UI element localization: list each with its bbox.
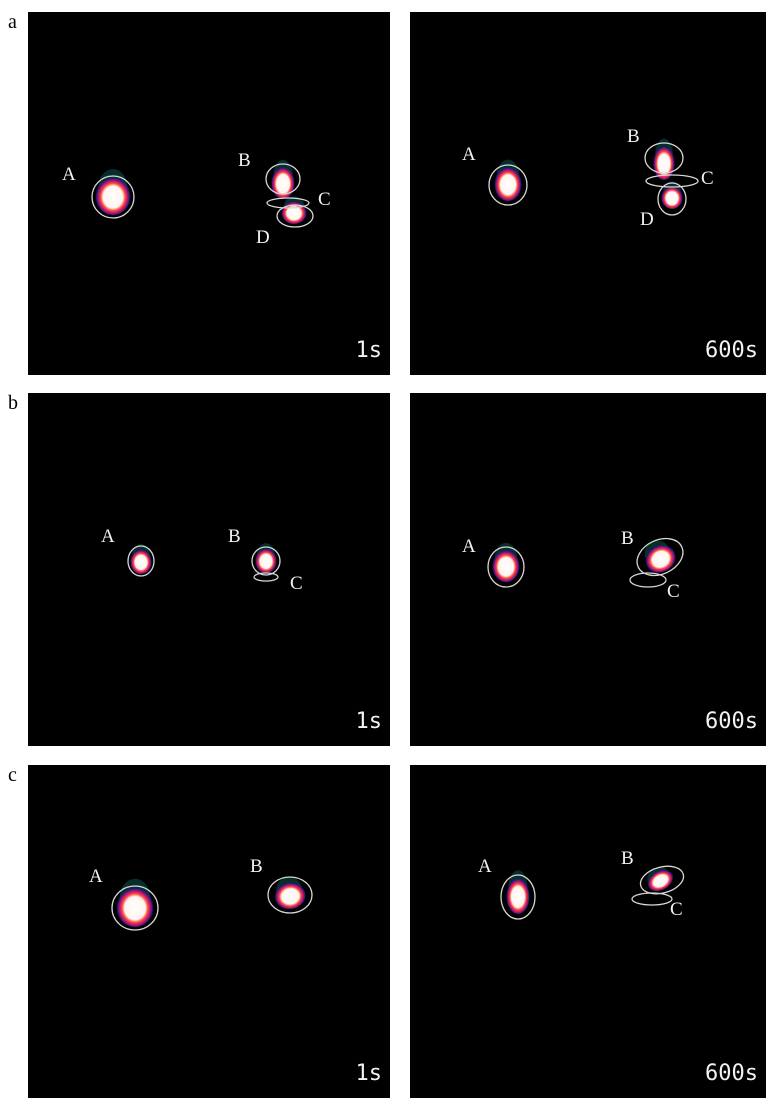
image-panel: A B 1s <box>28 765 390 1098</box>
droplet <box>494 165 522 201</box>
spot-label: B <box>627 126 640 147</box>
spot-label: C <box>290 573 303 594</box>
spot-label: A <box>462 536 476 557</box>
spot-label: C <box>667 581 680 602</box>
image-panel: A B C 600s <box>410 393 766 746</box>
spot-label: A <box>478 856 492 877</box>
panel-background <box>410 12 766 375</box>
row-label: c <box>8 764 17 786</box>
time-label: 600s <box>705 709 758 734</box>
spot-label: B <box>250 856 263 877</box>
image-panel: A B C D 600s <box>410 12 766 375</box>
spot-label: A <box>462 144 476 165</box>
time-label: 1s <box>356 709 383 734</box>
droplet <box>492 548 520 582</box>
spot-label: A <box>101 526 115 547</box>
panel-background <box>28 12 390 375</box>
droplet <box>255 547 277 573</box>
image-panel: A B C 600s <box>410 765 766 1098</box>
panel-background <box>410 393 766 746</box>
droplet <box>116 885 154 927</box>
spot-label: B <box>228 526 241 547</box>
image-panel: A B C D 1s <box>28 12 390 375</box>
spot-label: A <box>62 164 76 185</box>
droplet <box>281 200 307 224</box>
spot-label: B <box>621 528 634 549</box>
panel-background <box>28 393 390 746</box>
spot-label: B <box>621 848 634 869</box>
spot-label: C <box>318 189 331 210</box>
time-label: 1s <box>356 1061 383 1086</box>
panel-background <box>28 765 390 1098</box>
panel-background <box>410 765 766 1098</box>
figure: a A B C D 1s A B C D 600s b A B C 1s A B C 600s c A B 1s A B C 600s <box>0 0 766 1106</box>
time-label: 1s <box>356 338 383 363</box>
spot-label: A <box>89 866 103 887</box>
spot-label: D <box>256 227 270 248</box>
image-panel: A B C 1s <box>28 393 390 746</box>
time-label: 600s <box>705 1061 758 1086</box>
row-label: a <box>8 11 17 33</box>
droplet <box>661 185 683 209</box>
time-label: 600s <box>705 338 758 363</box>
droplet <box>130 548 152 574</box>
row-label: b <box>8 392 18 414</box>
droplet <box>506 876 530 914</box>
spot-label: C <box>670 899 683 920</box>
spot-label: C <box>701 168 714 189</box>
spot-label: D <box>640 209 654 230</box>
spot-label: B <box>238 150 251 171</box>
